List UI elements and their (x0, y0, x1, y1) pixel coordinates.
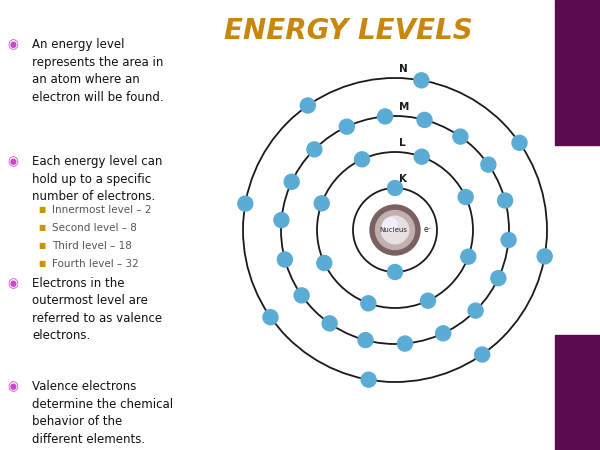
Circle shape (468, 303, 483, 318)
Circle shape (414, 73, 429, 88)
Bar (555, 0, 600, 145)
Text: Valence electrons
determine the chemical
behavior of the
different elements.: Valence electrons determine the chemical… (32, 380, 173, 446)
Text: L: L (399, 138, 406, 148)
Circle shape (358, 333, 373, 347)
Text: ◉: ◉ (8, 38, 19, 51)
Circle shape (453, 129, 468, 144)
Text: Fourth level – 32: Fourth level – 32 (52, 259, 139, 269)
Circle shape (277, 252, 292, 267)
Circle shape (377, 109, 392, 124)
Circle shape (317, 256, 332, 270)
Circle shape (284, 174, 299, 189)
Circle shape (294, 288, 309, 303)
Text: N: N (399, 64, 408, 74)
Circle shape (397, 336, 412, 351)
Text: Innermost level – 2: Innermost level – 2 (52, 205, 151, 215)
Text: ◉: ◉ (8, 277, 19, 290)
Circle shape (340, 119, 355, 134)
Text: K: K (399, 174, 407, 184)
Circle shape (301, 98, 316, 113)
Text: ■: ■ (38, 223, 45, 232)
Circle shape (414, 149, 429, 164)
Circle shape (388, 180, 403, 195)
Text: ◉: ◉ (8, 380, 19, 393)
Text: Nucleus: Nucleus (380, 227, 408, 233)
Circle shape (274, 212, 289, 228)
Circle shape (417, 112, 432, 127)
Text: ■: ■ (38, 205, 45, 214)
Circle shape (381, 216, 409, 244)
Text: ■: ■ (38, 241, 45, 250)
Circle shape (497, 193, 512, 208)
Text: Second level – 8: Second level – 8 (52, 223, 137, 233)
Circle shape (475, 347, 490, 362)
Circle shape (383, 218, 397, 232)
Circle shape (322, 316, 337, 331)
Circle shape (314, 196, 329, 211)
Circle shape (461, 249, 476, 264)
Circle shape (458, 189, 473, 205)
Text: Electrons in the
outermost level are
referred to as valence
electrons.: Electrons in the outermost level are ref… (32, 277, 162, 342)
Circle shape (388, 265, 403, 279)
Circle shape (361, 372, 376, 387)
Circle shape (537, 249, 552, 264)
Text: Third level – 18: Third level – 18 (52, 241, 132, 251)
Circle shape (436, 326, 451, 341)
Circle shape (263, 310, 278, 325)
Text: ENERGY LEVELS: ENERGY LEVELS (224, 18, 472, 45)
Circle shape (361, 296, 376, 311)
Text: M: M (399, 102, 409, 112)
Text: ◉: ◉ (8, 155, 19, 168)
Circle shape (238, 196, 253, 211)
Circle shape (376, 211, 415, 249)
Circle shape (512, 135, 527, 150)
Circle shape (421, 293, 436, 308)
Circle shape (491, 271, 506, 286)
Circle shape (501, 233, 516, 248)
Text: e⁻: e⁻ (424, 225, 433, 234)
Circle shape (307, 142, 322, 157)
Text: An energy level
represents the area in
an atom where an
electron will be found.: An energy level represents the area in a… (32, 38, 164, 104)
Text: ■: ■ (38, 259, 45, 268)
Circle shape (355, 152, 370, 167)
Circle shape (481, 157, 496, 172)
Bar (555, 335, 600, 450)
Text: Each energy level can
hold up to a specific
number of electrons.: Each energy level can hold up to a speci… (32, 155, 163, 203)
Circle shape (370, 205, 420, 255)
